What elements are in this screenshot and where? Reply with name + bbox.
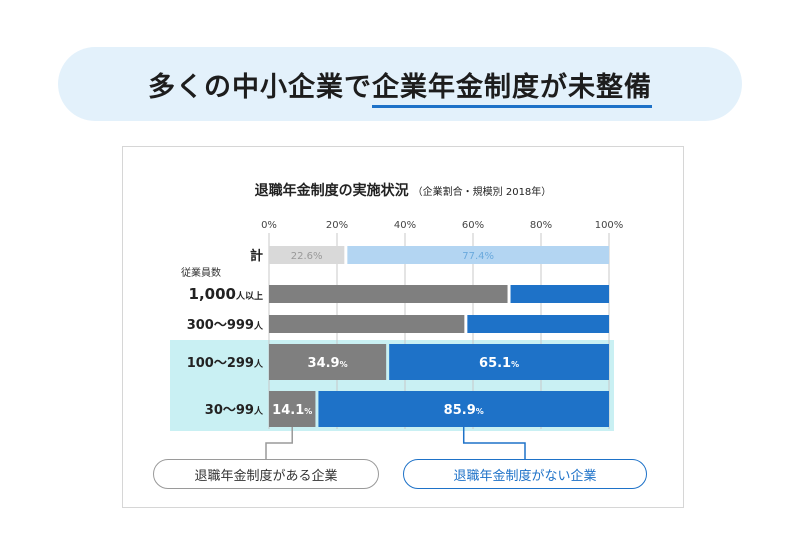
bar-with-plan bbox=[269, 344, 387, 380]
data-label-number: 14.1 bbox=[272, 403, 304, 418]
data-label: 65.1% bbox=[479, 356, 519, 371]
category-label-unit: 人 bbox=[253, 358, 264, 370]
category-label-unit: 人以上 bbox=[235, 290, 263, 302]
x-tick-label: 80% bbox=[530, 220, 552, 231]
data-label-number: 22.6 bbox=[291, 251, 313, 262]
headline-prefix: 多くの中小企業で bbox=[148, 71, 372, 103]
chart-title-text: 退職年金制度の実施状況 bbox=[254, 183, 409, 199]
legend-without-plan: 退職年金制度がない企業 bbox=[403, 459, 647, 489]
bar-with-plan bbox=[269, 391, 316, 427]
data-label-percent: % bbox=[340, 360, 348, 369]
category-label-main: 計 bbox=[250, 248, 263, 264]
x-tick-label: 60% bbox=[462, 220, 484, 231]
data-label-percent: % bbox=[511, 360, 519, 369]
data-label-number: 34.9 bbox=[308, 356, 340, 371]
chart-title: 退職年金制度の実施状況 （企業割合・規模別 2018年） bbox=[123, 180, 683, 200]
bar-without-plan bbox=[467, 315, 609, 333]
data-label-percent: % bbox=[304, 407, 312, 416]
data-label: 14.1% bbox=[272, 403, 312, 418]
connector-with-plan bbox=[265, 427, 293, 459]
headline: 多くの中小企業で企業年金制度が未整備 bbox=[148, 65, 652, 108]
bar-with-plan bbox=[269, 315, 465, 333]
category-label-main: 30～99 bbox=[205, 403, 254, 418]
category-label-unit: 人 bbox=[253, 405, 264, 417]
bar-without-plan bbox=[347, 246, 609, 264]
bar-without-plan bbox=[510, 285, 609, 303]
data-label-number: 65.1 bbox=[479, 356, 511, 371]
bar-with-plan bbox=[269, 285, 508, 303]
data-label: 22.6% bbox=[291, 251, 323, 262]
category-label: 30～99人 bbox=[205, 403, 264, 418]
headline-highlight: 企業年金制度が未整備 bbox=[372, 71, 652, 108]
data-label-number: 85.9 bbox=[444, 403, 476, 418]
data-label-number: 77.4 bbox=[462, 251, 484, 262]
category-label-main: 1,000 bbox=[189, 285, 236, 303]
data-label: 77.4% bbox=[462, 251, 494, 262]
headline-banner: 多くの中小企業で企業年金制度が未整備 bbox=[58, 47, 742, 121]
x-tick-label: 100% bbox=[595, 220, 624, 231]
x-tick-label: 20% bbox=[326, 220, 348, 231]
chart-card: 0% 20% 40% 60% 80% 100% 従業員数計 1,000人以上 300～999人 1… bbox=[122, 146, 684, 508]
chart-subtitle: （企業割合・規模別 2018年） bbox=[412, 187, 552, 198]
bar-without-plan bbox=[389, 344, 609, 380]
connector-without-plan bbox=[462, 427, 526, 459]
category-label-unit: 人 bbox=[253, 320, 264, 332]
x-tick-label: 40% bbox=[394, 220, 416, 231]
category-label-main: 100～299 bbox=[187, 356, 254, 371]
bar-without-plan bbox=[318, 391, 609, 427]
legend-with-plan: 退職年金制度がある企業 bbox=[153, 459, 379, 489]
data-label: 85.9% bbox=[444, 403, 484, 418]
category-label: 100～299人 bbox=[187, 356, 264, 371]
data-label: 34.9% bbox=[308, 356, 348, 371]
data-label-percent: % bbox=[485, 251, 495, 262]
category-label: 1,000人以上 bbox=[189, 285, 263, 303]
bar-with-plan bbox=[269, 246, 345, 264]
group-label: 従業員数 bbox=[181, 266, 221, 279]
data-label-percent: % bbox=[313, 251, 323, 262]
category-label: 300～999人 bbox=[187, 318, 264, 333]
category-label-main: 300～999 bbox=[187, 318, 254, 333]
stacked-bar-chart: 0% 20% 40% 60% 80% 100%従業員数計1,000人以上300～999人1… bbox=[170, 220, 624, 459]
category-label: 計 bbox=[250, 248, 263, 264]
x-tick-label: 0% bbox=[261, 220, 277, 231]
data-label-percent: % bbox=[476, 407, 484, 416]
